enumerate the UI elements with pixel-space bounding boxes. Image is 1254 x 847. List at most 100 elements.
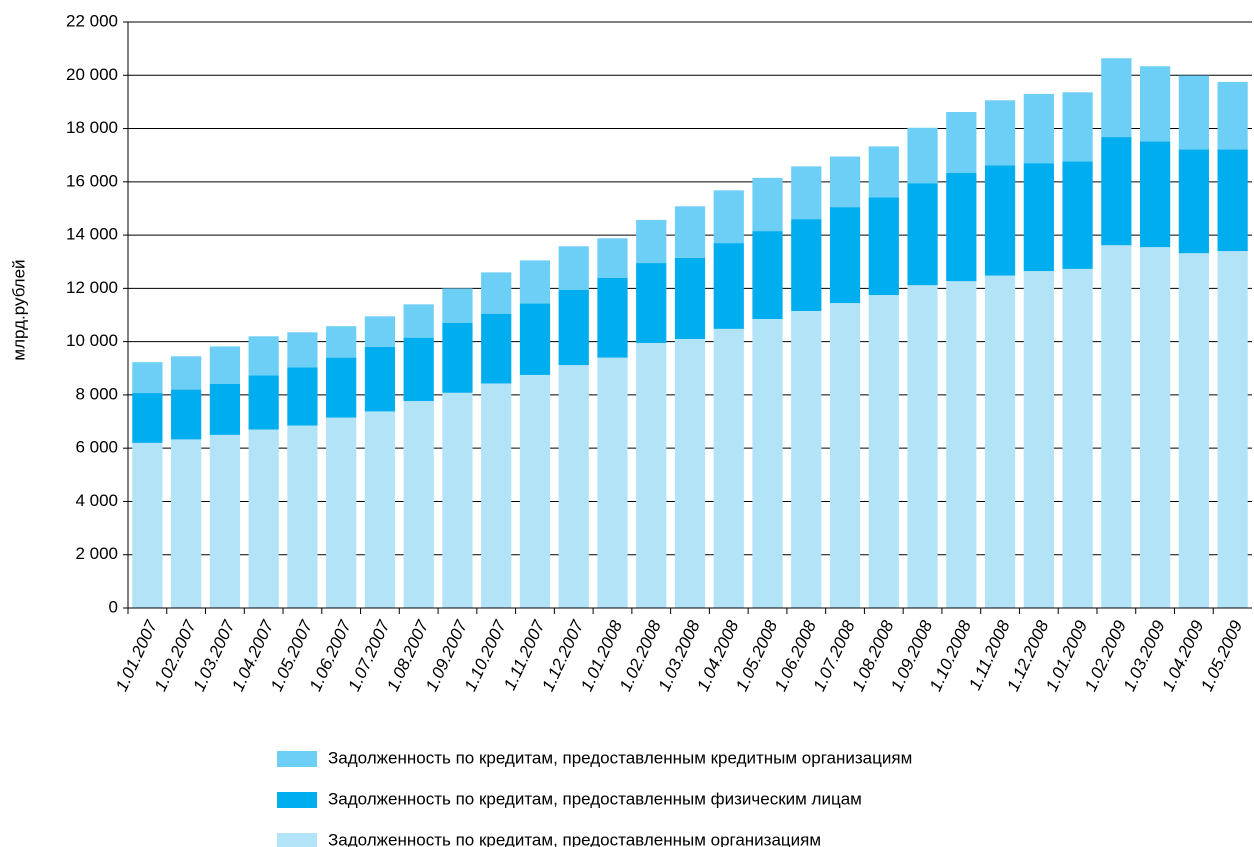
- bar-segment: [829, 156, 861, 208]
- bar-segment: [1178, 75, 1209, 150]
- bar-segment: [1023, 163, 1054, 272]
- bar-segment: [597, 357, 628, 608]
- y-tick-label: 4 000: [75, 491, 118, 510]
- bar-segment: [519, 260, 551, 304]
- bar-segment: [829, 303, 861, 608]
- bar-segment: [713, 243, 744, 329]
- bar-segment: [1139, 141, 1171, 248]
- bar-segment: [442, 392, 473, 608]
- bar-segment: [946, 281, 977, 608]
- bar-segment: [1101, 137, 1132, 246]
- bar-segment: [791, 219, 822, 312]
- y-tick-label: 2 000: [75, 544, 118, 563]
- bar-segment: [752, 318, 783, 608]
- bar-segment: [907, 183, 938, 286]
- bar-segment: [248, 336, 279, 376]
- bar-segment: [1023, 93, 1054, 164]
- bar-segment: [1178, 149, 1209, 254]
- bar-segment: [791, 166, 822, 220]
- bar-segment: [868, 295, 899, 608]
- bar-segment: [752, 231, 783, 319]
- y-tick-label: 16 000: [66, 171, 118, 190]
- bar-segment: [868, 197, 899, 296]
- bar-segment: [209, 434, 241, 608]
- y-tick-label: 22 000: [66, 11, 118, 30]
- bar-segment: [442, 288, 473, 323]
- bar-segment: [442, 322, 473, 393]
- bar-segment: [674, 338, 706, 608]
- bar-segment: [674, 257, 706, 339]
- bar-segment: [907, 127, 938, 184]
- bar-segment: [364, 346, 396, 412]
- bar-segment: [248, 375, 279, 430]
- bar-segment: [364, 316, 396, 347]
- bar-segment: [1217, 251, 1248, 608]
- legend-label: Задолженность по кредитам, предоставленн…: [328, 830, 821, 847]
- y-tick-label: 8 000: [75, 384, 118, 403]
- bar-segment: [713, 190, 744, 244]
- bar-segment: [1178, 253, 1209, 608]
- bar-segment: [1217, 149, 1248, 252]
- bar-segment: [713, 328, 744, 608]
- bar-segment: [481, 313, 512, 384]
- bar-segment: [326, 326, 357, 358]
- bar-segment: [326, 357, 357, 418]
- bar-segment: [1101, 58, 1132, 138]
- bar-segment: [1023, 271, 1054, 608]
- bar-segment: [984, 100, 1016, 166]
- bar-segment: [558, 289, 589, 366]
- bar-segment: [636, 342, 667, 608]
- bar-segment: [946, 173, 977, 282]
- bar-segment: [1062, 268, 1093, 608]
- bar-segment: [287, 425, 318, 608]
- bar-segment: [519, 374, 551, 608]
- bar-segment: [1217, 81, 1248, 150]
- bar-segment: [403, 401, 434, 608]
- bar-segment: [558, 365, 589, 608]
- bar-segment: [791, 311, 822, 608]
- bar-segment: [287, 332, 318, 368]
- bar-segment: [171, 439, 202, 608]
- bar-segment: [171, 356, 202, 390]
- bar-segment: [597, 277, 628, 358]
- legend-swatch: [277, 751, 317, 767]
- bar-segment: [752, 177, 783, 232]
- bar-segment: [946, 112, 977, 174]
- bar-segment: [248, 429, 279, 608]
- bar-segment: [519, 303, 551, 375]
- bar-segment: [829, 207, 861, 304]
- bar-segment: [132, 442, 163, 608]
- y-tick-label: 0: [109, 597, 118, 616]
- y-axis-label: млрд.рублей: [9, 259, 28, 360]
- y-tick-label: 10 000: [66, 331, 118, 350]
- bar-segment: [907, 285, 938, 608]
- y-tick-label: 20 000: [66, 65, 118, 84]
- bar-segment: [868, 146, 899, 198]
- bar-segment: [403, 337, 434, 402]
- bar-segment: [326, 417, 357, 608]
- bar-segment: [636, 219, 667, 264]
- bar-segment: [597, 238, 628, 278]
- bar-segment: [1139, 247, 1171, 608]
- bar-segment: [132, 393, 163, 443]
- bar-segment: [984, 165, 1016, 276]
- bar-segment: [1139, 66, 1171, 142]
- legend-swatch: [277, 833, 317, 847]
- bar-segment: [171, 389, 202, 440]
- legend-label: Задолженность по кредитам, предоставленн…: [328, 789, 862, 808]
- bar-segment: [984, 275, 1016, 608]
- legend-swatch: [277, 792, 317, 808]
- bar-segment: [209, 346, 241, 384]
- bar-segment: [132, 362, 163, 394]
- bar-segment: [674, 206, 706, 258]
- bar-segment: [1062, 161, 1093, 269]
- bar-segment: [287, 367, 318, 426]
- bar-segment: [403, 304, 434, 338]
- y-tick-label: 14 000: [66, 225, 118, 244]
- bar-segment: [209, 383, 241, 435]
- bar-segment: [1062, 92, 1093, 162]
- y-tick-label: 18 000: [66, 118, 118, 137]
- y-tick-label: 12 000: [66, 278, 118, 297]
- legend-label: Задолженность по кредитам, предоставленн…: [328, 748, 912, 767]
